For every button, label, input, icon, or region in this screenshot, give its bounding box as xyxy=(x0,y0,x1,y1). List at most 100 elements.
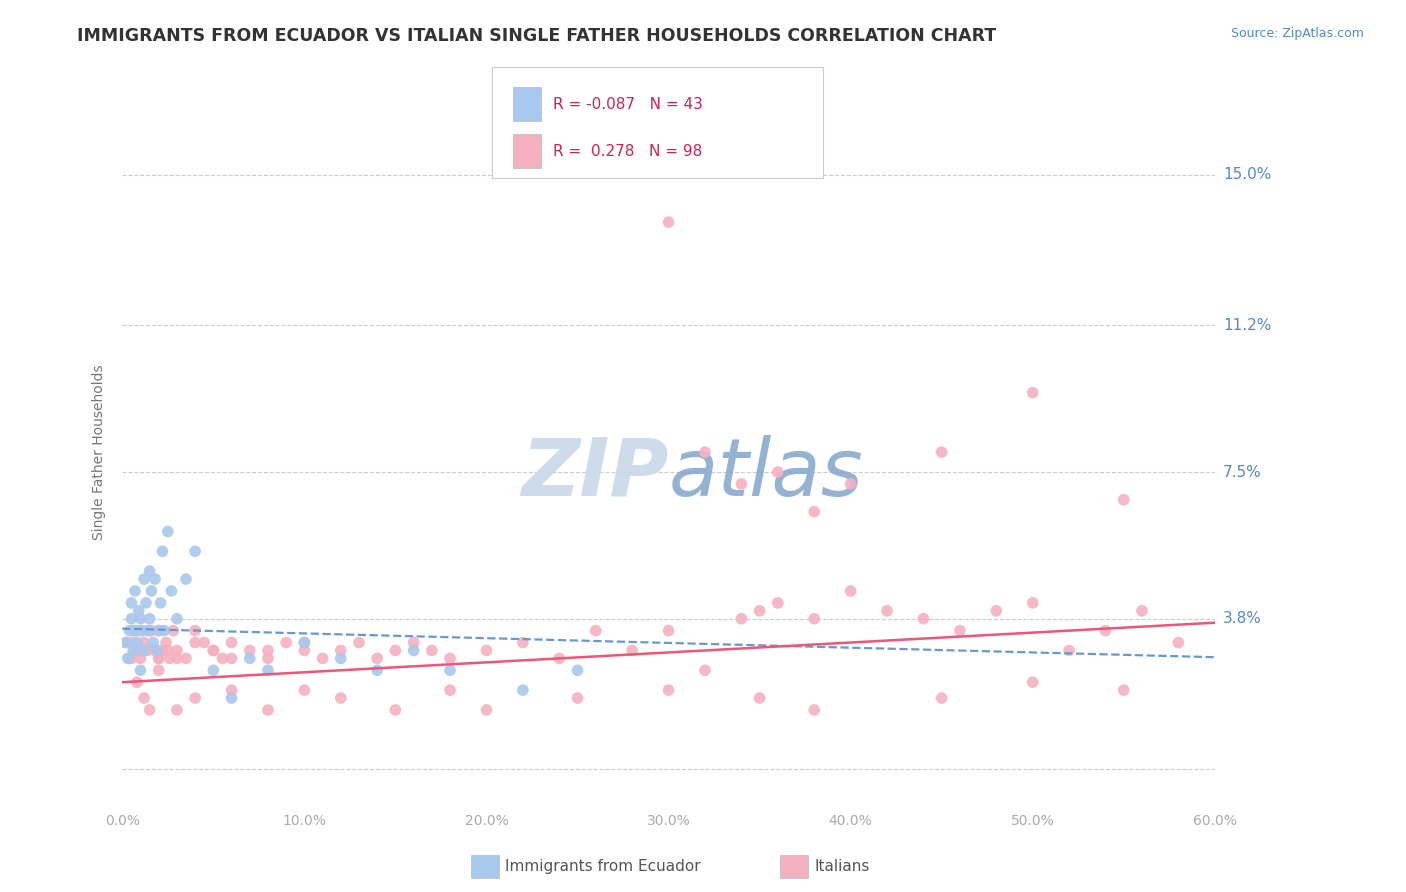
Point xyxy=(129,651,152,665)
Point xyxy=(1021,385,1043,400)
Point xyxy=(202,643,225,657)
Point xyxy=(730,612,752,626)
Point xyxy=(150,643,173,657)
Point xyxy=(1021,675,1043,690)
Point xyxy=(129,624,152,638)
Point xyxy=(155,635,177,649)
Point xyxy=(184,635,207,649)
Point xyxy=(366,651,388,665)
Point xyxy=(211,651,233,665)
Point xyxy=(912,612,935,626)
Point xyxy=(239,651,262,665)
Point xyxy=(134,572,156,586)
Point xyxy=(693,663,716,677)
Point xyxy=(402,643,425,657)
Point xyxy=(174,572,197,586)
Text: Immigrants from Ecuador: Immigrants from Ecuador xyxy=(505,859,700,873)
Text: 3.8%: 3.8% xyxy=(1223,611,1263,626)
Text: ZIP: ZIP xyxy=(522,434,668,513)
Point xyxy=(276,635,298,649)
Point xyxy=(748,604,770,618)
Point xyxy=(146,643,169,657)
Point xyxy=(512,683,534,698)
Point xyxy=(162,624,184,638)
Point xyxy=(384,703,406,717)
Point xyxy=(120,635,142,649)
Point xyxy=(134,635,156,649)
Point xyxy=(876,604,898,618)
Point xyxy=(156,643,179,657)
Point xyxy=(134,643,156,657)
Point xyxy=(125,635,148,649)
Point xyxy=(166,643,188,657)
Text: Source: ZipAtlas.com: Source: ZipAtlas.com xyxy=(1230,27,1364,40)
Point xyxy=(129,643,152,657)
Point xyxy=(1057,643,1080,657)
Point xyxy=(129,663,152,677)
Point xyxy=(141,624,163,638)
Point xyxy=(567,691,589,706)
Point xyxy=(384,643,406,657)
Point xyxy=(657,624,679,638)
Point xyxy=(129,612,152,626)
Point xyxy=(221,683,243,698)
Y-axis label: Single Father Households: Single Father Households xyxy=(93,364,107,540)
Point xyxy=(134,691,156,706)
Point xyxy=(657,215,679,229)
Point xyxy=(420,643,443,657)
Point xyxy=(184,544,207,558)
Point xyxy=(949,624,972,638)
Point xyxy=(257,663,280,677)
Point xyxy=(292,683,315,698)
Point xyxy=(122,624,145,638)
Point xyxy=(657,683,679,698)
Point xyxy=(311,651,333,665)
Point xyxy=(257,703,280,717)
Point xyxy=(131,624,153,638)
Point xyxy=(548,651,571,665)
Point xyxy=(125,643,148,657)
Point xyxy=(366,663,388,677)
Point xyxy=(803,612,825,626)
Point xyxy=(693,445,716,459)
Text: IMMIGRANTS FROM ECUADOR VS ITALIAN SINGLE FATHER HOUSEHOLDS CORRELATION CHART: IMMIGRANTS FROM ECUADOR VS ITALIAN SINGL… xyxy=(77,27,997,45)
Point xyxy=(148,651,170,665)
Point xyxy=(150,544,173,558)
Point xyxy=(120,596,142,610)
Point xyxy=(166,612,188,626)
Point xyxy=(142,635,165,649)
Point xyxy=(143,643,166,657)
Point xyxy=(221,691,243,706)
Point xyxy=(115,635,138,649)
Point xyxy=(347,635,370,649)
Point xyxy=(329,691,352,706)
Point xyxy=(475,703,498,717)
Point xyxy=(124,624,146,638)
Point xyxy=(766,596,789,610)
Point xyxy=(159,651,181,665)
Point xyxy=(730,476,752,491)
Point xyxy=(125,675,148,690)
Point xyxy=(1130,604,1153,618)
Point xyxy=(292,635,315,649)
Point xyxy=(439,663,461,677)
Point xyxy=(1094,624,1116,638)
Point xyxy=(193,635,215,649)
Point xyxy=(118,624,141,638)
Point xyxy=(184,624,207,638)
Point xyxy=(202,663,225,677)
Point xyxy=(149,596,172,610)
Point xyxy=(257,643,280,657)
Point xyxy=(138,564,160,578)
Text: Italians: Italians xyxy=(814,859,869,873)
Point xyxy=(1112,492,1135,507)
Point xyxy=(931,445,953,459)
Point xyxy=(329,643,352,657)
Point xyxy=(166,651,188,665)
Point xyxy=(402,635,425,649)
Point xyxy=(148,624,170,638)
Point xyxy=(160,584,183,599)
Point xyxy=(135,596,157,610)
Point xyxy=(839,584,862,599)
Point xyxy=(120,651,142,665)
